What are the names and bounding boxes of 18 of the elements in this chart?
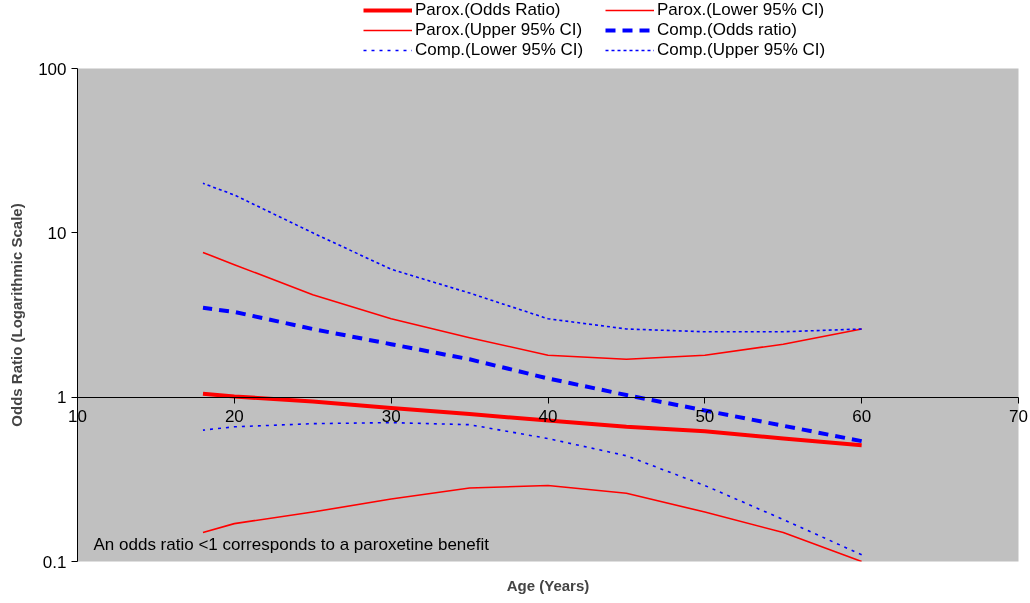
y-tick-label: 10: [47, 223, 67, 243]
x-tick-label: 50: [695, 407, 715, 427]
annotation: An odds ratio <1 corresponds to a paroxetine benefit: [93, 534, 490, 554]
y-axis-title: Odds Ratio (Logarithmic Scale): [8, 203, 26, 427]
x-tick-label: 30: [381, 407, 401, 427]
legend-label: Comp.(Upper 95% CI): [657, 40, 827, 60]
y-tick-label: 0.1: [42, 552, 67, 572]
y-tick-label: 1: [57, 388, 67, 408]
legend-label: Parox.(Upper 95% CI): [415, 20, 584, 40]
x-tick-label: 60: [852, 407, 872, 427]
x-axis-title: Age (Years): [506, 576, 590, 594]
legend-label: Parox.(Lower 95% CI): [657, 0, 826, 20]
legend-label: Comp.(Lower 95% CI): [415, 40, 585, 60]
x-tick-label: 20: [224, 407, 244, 427]
legend-label: Comp.(Odds ratio): [657, 20, 798, 40]
y-tick-label: 100: [38, 59, 67, 79]
legend-label: Parox.(Odds Ratio): [415, 0, 562, 20]
x-tick-label: 70: [1009, 407, 1028, 427]
